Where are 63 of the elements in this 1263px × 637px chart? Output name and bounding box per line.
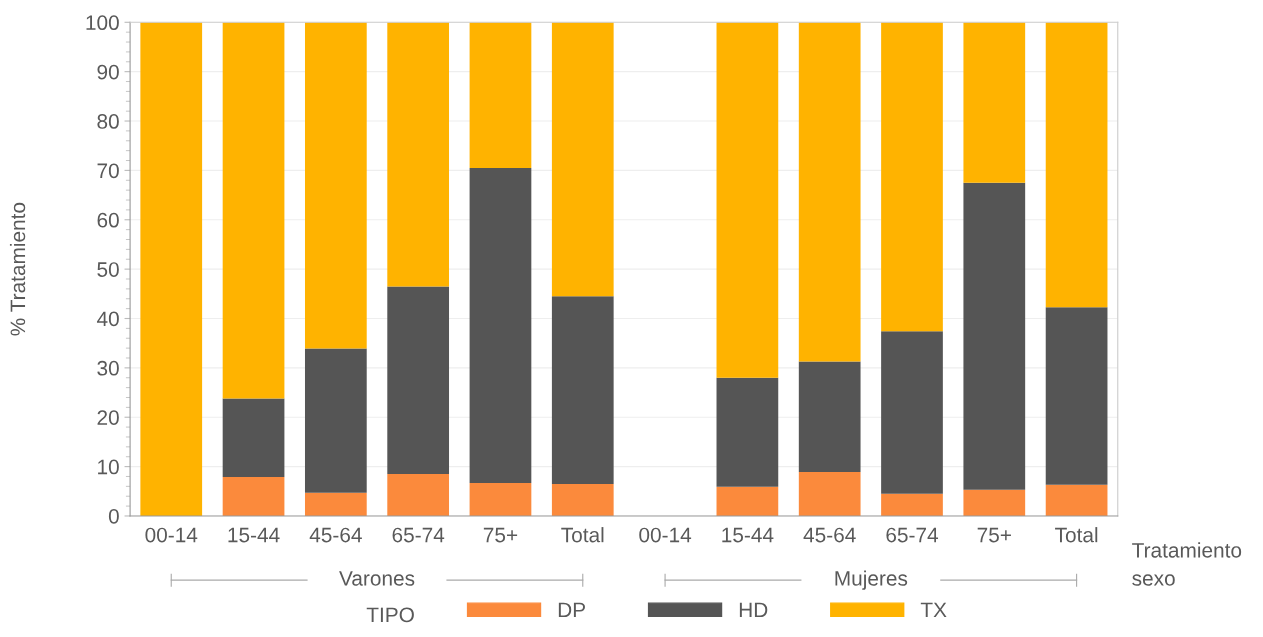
x-tick-label: Total [561, 527, 604, 543]
legend-title: TIPO [366, 607, 414, 623]
x-tick-label: Total [1055, 527, 1098, 543]
x-tick-label: 45-64 [309, 527, 362, 543]
y-tick-label: 50 [97, 262, 119, 277]
y-tick-label: 80 [97, 114, 119, 129]
bar [963, 182, 1026, 490]
bar [798, 472, 861, 516]
bar [222, 476, 285, 516]
y-tick-label: 60 [97, 212, 119, 228]
y-tick-label: 10 [98, 459, 119, 475]
x-tick-label: 75+ [483, 527, 518, 543]
bar [387, 474, 450, 516]
y-tick-label: 100 [86, 15, 119, 31]
bar [222, 398, 285, 477]
x-tick-label: 00-14 [639, 527, 692, 543]
x-tick-label: 65-74 [886, 527, 939, 543]
bar [881, 331, 943, 494]
bar [963, 489, 1026, 516]
bar [1045, 484, 1108, 516]
bar [881, 22, 943, 332]
bar [469, 482, 532, 516]
y-tick-label: 90 [97, 64, 119, 80]
x-tick-label: 45-64 [803, 527, 856, 543]
y-tick-label: 0 [108, 508, 119, 524]
y-tick-label: 30 [97, 360, 119, 376]
x-tick-label: 00-14 [145, 527, 198, 543]
bar [387, 286, 450, 475]
x-tick-label: 15-44 [722, 527, 774, 543]
text: Varones [339, 571, 415, 586]
bar [304, 348, 367, 493]
text: Mujeres [835, 570, 908, 590]
bar [469, 167, 532, 483]
legend-label: HD [739, 602, 768, 618]
y-tick-label: 40 [96, 311, 119, 327]
y-tick-label: 20 [97, 410, 119, 425]
bar [304, 22, 367, 349]
legend-label: TX [920, 602, 947, 618]
bar [551, 22, 614, 297]
bar [304, 492, 367, 516]
x-tick-label: 15-44 [228, 527, 280, 543]
bar [963, 22, 1026, 183]
bar [1045, 307, 1108, 485]
y-axis-title: % Tratamiento [9, 202, 26, 336]
bar [222, 22, 285, 399]
legend-label: DP [558, 602, 585, 618]
bar [881, 493, 943, 516]
x-tick-label: 75+ [977, 527, 1011, 543]
text: sexo [1132, 574, 1175, 586]
bar [798, 361, 861, 473]
bar [469, 22, 532, 168]
bar [716, 22, 779, 378]
y-tick-label: 70 [97, 163, 119, 179]
bar [387, 22, 450, 287]
bar [716, 377, 779, 487]
bar [551, 296, 614, 484]
x-tick-label: 65-74 [392, 527, 445, 543]
bar [1045, 22, 1108, 308]
bar [551, 483, 614, 516]
bar [798, 22, 861, 362]
x-axis-title: Tratamiento [1132, 542, 1242, 558]
bar [140, 22, 203, 516]
bar [716, 486, 779, 516]
